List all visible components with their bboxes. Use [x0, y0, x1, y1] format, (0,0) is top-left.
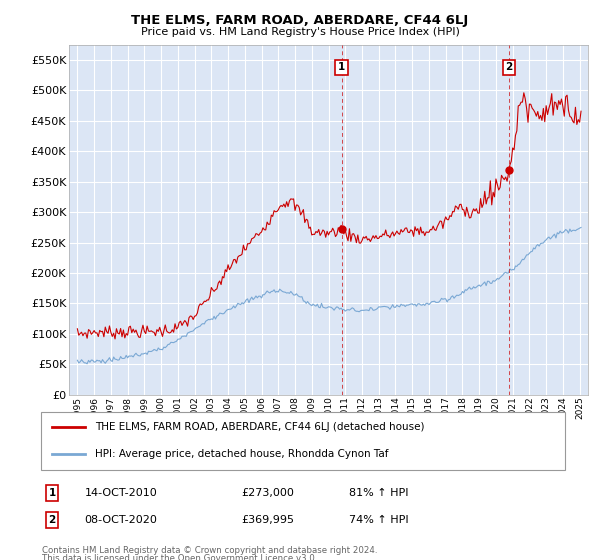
Text: THE ELMS, FARM ROAD, ABERDARE, CF44 6LJ: THE ELMS, FARM ROAD, ABERDARE, CF44 6LJ — [131, 14, 469, 27]
Text: 74% ↑ HPI: 74% ↑ HPI — [349, 515, 409, 525]
FancyBboxPatch shape — [41, 412, 565, 470]
Text: 1: 1 — [338, 62, 346, 72]
Text: 08-OCT-2020: 08-OCT-2020 — [85, 515, 157, 525]
Text: 14-OCT-2010: 14-OCT-2010 — [85, 488, 157, 498]
Text: 1: 1 — [49, 488, 56, 498]
Text: 2: 2 — [505, 62, 512, 72]
Text: Price paid vs. HM Land Registry's House Price Index (HPI): Price paid vs. HM Land Registry's House … — [140, 27, 460, 37]
Text: 81% ↑ HPI: 81% ↑ HPI — [349, 488, 409, 498]
Text: This data is licensed under the Open Government Licence v3.0.: This data is licensed under the Open Gov… — [42, 554, 317, 560]
Text: HPI: Average price, detached house, Rhondda Cynon Taf: HPI: Average price, detached house, Rhon… — [95, 449, 389, 459]
Text: 2: 2 — [49, 515, 56, 525]
Text: £273,000: £273,000 — [241, 488, 294, 498]
Text: Contains HM Land Registry data © Crown copyright and database right 2024.: Contains HM Land Registry data © Crown c… — [42, 546, 377, 555]
Text: £369,995: £369,995 — [241, 515, 294, 525]
Text: THE ELMS, FARM ROAD, ABERDARE, CF44 6LJ (detached house): THE ELMS, FARM ROAD, ABERDARE, CF44 6LJ … — [95, 422, 425, 432]
